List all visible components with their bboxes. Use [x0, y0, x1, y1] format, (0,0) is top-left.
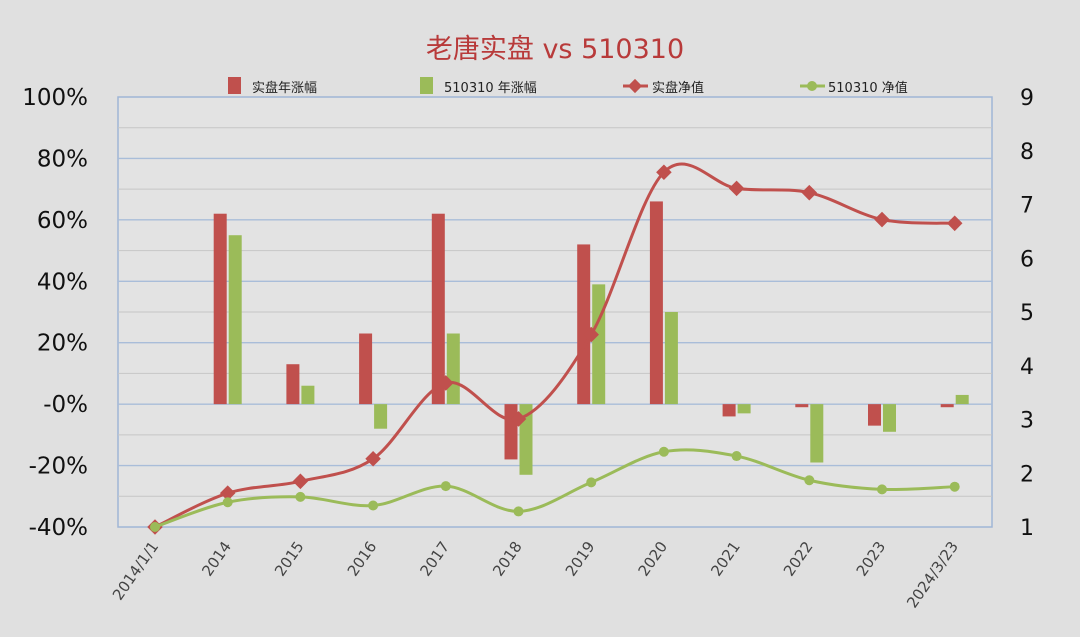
- y2-tick-label: 8: [1020, 140, 1034, 165]
- bar-real-2017: [431, 213, 445, 405]
- y-tick-label: -20%: [29, 454, 88, 480]
- bar-real-2015: [286, 364, 300, 405]
- x-tick-label: 2022: [780, 538, 817, 580]
- y2-tick-label: 1: [1020, 516, 1034, 541]
- point-etf-2016: [368, 500, 379, 511]
- point-etf-2017: [440, 481, 451, 492]
- point-real-2014: [219, 485, 236, 501]
- point-etf-2023: [877, 484, 887, 495]
- point-etf-2015: [295, 491, 306, 502]
- y2-tick-label: 6: [1020, 247, 1034, 272]
- y2-tick-label: 4: [1020, 355, 1034, 380]
- bar-etf-2017: [446, 333, 460, 405]
- legend: 实盘年涨幅 510310 年涨幅 实盘净值 510310 净值: [228, 77, 908, 96]
- y2-tick-label: 9: [1020, 86, 1034, 111]
- legend-label-2: 实盘净值: [652, 80, 704, 96]
- y2-tick-label: 2: [1020, 462, 1034, 487]
- y2-tick-label: 5: [1020, 301, 1034, 326]
- legend-marker-2: [627, 78, 643, 94]
- legend-label-3: 510310 净值: [828, 80, 908, 96]
- y2-tick-label: 7: [1020, 194, 1034, 219]
- chart-title: 老唐实盘 vs 510310: [426, 34, 684, 65]
- x-tick-label: 2014/1/1: [109, 538, 162, 604]
- x-tick-label: 2014: [198, 538, 235, 580]
- bar-real-2016: [359, 333, 373, 405]
- legend-swatch-0: [228, 77, 241, 94]
- bar-etf-2014: [228, 235, 242, 405]
- bar-etf-2019: [592, 284, 606, 405]
- plot-area: 100% 80% 60% 40% 20% -0% -20% -40% 9 8 7 6 5 4 3 2 1 2014…: [22, 85, 1034, 611]
- bar-real-2020: [649, 201, 663, 405]
- x-tick-label: 2024/3/23: [903, 538, 962, 611]
- bar-real-2018: [504, 404, 518, 460]
- x-tick-label: 2023: [853, 538, 890, 580]
- bar-real-2024/3/23: [940, 404, 954, 408]
- bar-real-2021: [722, 404, 736, 417]
- bar-real-2022: [795, 404, 809, 408]
- x-tick-label: 2019: [562, 538, 599, 580]
- y-tick-label: 40%: [37, 269, 88, 295]
- legend-label-1: 510310 年涨幅: [444, 81, 537, 96]
- x-tick-label: 2020: [635, 538, 672, 580]
- x-tick-label: 2018: [489, 538, 526, 580]
- x-tick-label: 2021: [707, 538, 744, 580]
- point-etf-2018: [513, 506, 524, 517]
- bar-etf-2024/3/23: [955, 394, 969, 405]
- bar-real-2014: [213, 213, 227, 405]
- line-etf: [154, 448, 955, 529]
- point-real-2023: [874, 211, 890, 228]
- bar-etf-2020: [664, 312, 678, 405]
- point-real-2024/3/23: [946, 215, 963, 232]
- point-etf-2021: [731, 451, 742, 462]
- bar-etf-2016: [374, 404, 388, 429]
- point-etf-2019: [586, 477, 597, 488]
- y-tick-label: -40%: [29, 515, 88, 541]
- legend-swatch-1: [420, 77, 433, 94]
- point-etf-2014: [222, 497, 233, 508]
- bar-etf-2015: [301, 385, 315, 405]
- point-etf-2024/3/23: [949, 481, 960, 492]
- y-tick-label: 20%: [37, 331, 88, 357]
- point-etf-2014/1/1: [150, 522, 160, 532]
- x-tick-label: 2015: [271, 538, 308, 580]
- bar-etf-2022: [810, 404, 824, 463]
- point-etf-2020: [658, 446, 669, 457]
- point-real-2021: [728, 180, 745, 197]
- bar-etf-2023: [883, 404, 896, 432]
- y-tick-label: -0%: [43, 392, 88, 418]
- bar-real-2023: [868, 404, 881, 426]
- x-tick-label: 2017: [416, 538, 453, 580]
- bar-real-2019: [577, 244, 591, 405]
- point-real-2020: [656, 164, 672, 181]
- x-tick-label: 2016: [344, 538, 381, 580]
- point-etf-2022: [804, 475, 815, 486]
- y-tick-label: 60%: [37, 208, 88, 234]
- y-tick-label: 80%: [37, 146, 88, 172]
- y-tick-label: 100%: [22, 85, 88, 111]
- legend-marker-3: [807, 81, 817, 91]
- y2-tick-label: 3: [1020, 409, 1034, 434]
- bar-etf-2021: [737, 404, 751, 414]
- point-real-2022: [801, 184, 818, 201]
- legend-label-0: 实盘年涨幅: [252, 80, 317, 96]
